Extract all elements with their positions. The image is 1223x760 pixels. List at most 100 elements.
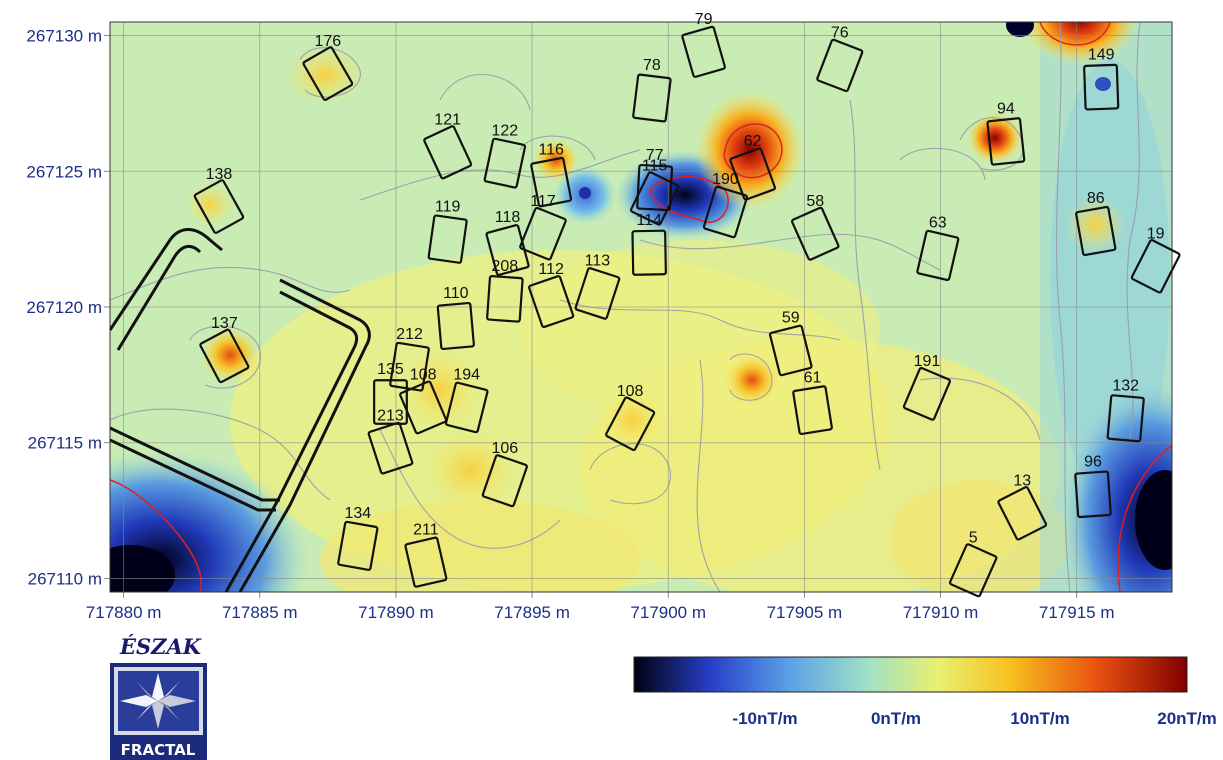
- compass-star-icon: [120, 673, 196, 729]
- y-tick-label: 267110 m: [28, 569, 102, 588]
- feature-outline: [193, 179, 245, 234]
- y-tick-label: 267130 m: [26, 27, 102, 46]
- x-tick-label: 717915 m: [1039, 603, 1115, 622]
- feature-label: 108: [410, 367, 437, 384]
- feature-label: 59: [782, 310, 800, 327]
- y-tick-label: 267120 m: [26, 298, 102, 317]
- feature-outline: [948, 543, 998, 598]
- x-tick-label: 717895 m: [494, 603, 570, 622]
- feature-label: 58: [806, 193, 824, 210]
- x-axis-tick-labels: 717880 m 717885 m 717890 m 717895 m 717900 m…: [86, 603, 1115, 622]
- feature-label: 212: [396, 326, 423, 343]
- feature-outlines: [193, 25, 1181, 598]
- feature-label: 94: [997, 101, 1015, 118]
- x-tick-label: 717900 m: [630, 603, 706, 622]
- logo-top-text: ÉSZAK: [119, 634, 202, 659]
- feature-label: 137: [211, 315, 238, 332]
- x-tick-label: 717890 m: [358, 603, 434, 622]
- feature-label: 79: [695, 11, 713, 28]
- feature-label: 115: [642, 158, 668, 175]
- feature-outline: [1074, 470, 1112, 519]
- feature-outline: [373, 379, 408, 425]
- feature-outline: [423, 125, 473, 180]
- feature-label: 211: [413, 521, 439, 538]
- feature-outline: [337, 520, 379, 571]
- feature-label: 63: [929, 215, 947, 232]
- x-tick-label: 717885 m: [222, 603, 298, 622]
- feature-outline: [302, 46, 354, 101]
- feature-label: 119: [435, 198, 461, 215]
- feature-label: 122: [491, 122, 518, 139]
- feature-label: 62: [744, 133, 762, 150]
- x-tick-label: 717910 m: [903, 603, 979, 622]
- feature-outline: [997, 486, 1048, 541]
- feature-label: 112: [538, 261, 564, 278]
- feature-label: 78: [643, 57, 661, 74]
- feature-label: 121: [434, 112, 461, 129]
- feature-outline: [1075, 205, 1117, 257]
- feature-outline: [986, 117, 1026, 166]
- feature-label: 96: [1084, 454, 1102, 471]
- feature-label: 106: [491, 440, 518, 457]
- y-tick-label: 267115 m: [28, 434, 102, 453]
- feature-outline: [1106, 394, 1145, 443]
- feature-label: 13: [1013, 473, 1031, 490]
- feature-label: 113: [585, 253, 611, 270]
- feature-label: 110: [443, 285, 469, 302]
- feature-label: 208: [491, 258, 518, 275]
- color-scale-legend: -10nT/m 0nT/m 10nT/m 20nT/m: [633, 656, 1217, 728]
- feature-label: 108: [617, 383, 644, 400]
- feature-outline: [404, 536, 448, 588]
- feature-outline: [444, 381, 489, 434]
- feature-label: 19: [1147, 226, 1165, 243]
- feature-outline: [768, 324, 813, 377]
- feature-outline: [483, 137, 527, 189]
- feature-label: 76: [831, 25, 849, 42]
- anomaly-field: [110, 22, 1172, 592]
- feature-outline: [791, 206, 840, 261]
- feature-outline: [399, 380, 448, 435]
- feature-outline: [729, 147, 776, 201]
- map-gridlines: [104, 22, 1172, 598]
- feature-label: 190: [712, 171, 739, 188]
- feature-outline: [199, 328, 250, 384]
- logo-bottom-text: FRACTAL: [121, 741, 196, 759]
- feature-outline: [636, 163, 674, 212]
- feature-outline: [528, 275, 575, 329]
- color-scale-label: 0nT/m: [871, 709, 921, 728]
- feature-outline: [631, 229, 667, 276]
- y-axis-tick-labels: 267130 m 267125 m 267120 m 267115 m 267110 m: [26, 27, 102, 589]
- feature-label: 77: [646, 147, 664, 164]
- feature-outline: [436, 301, 475, 351]
- feature-outline: [486, 275, 524, 323]
- feature-outline: [519, 206, 567, 261]
- feature-outline: [632, 73, 672, 123]
- feature-outline: [1130, 239, 1181, 294]
- feature-label: 116: [538, 141, 564, 158]
- feature-outline: [481, 454, 528, 508]
- feature-label: 191: [914, 353, 941, 370]
- feature-label: 138: [206, 166, 233, 183]
- x-tick-label: 717905 m: [767, 603, 843, 622]
- feature-outline: [916, 229, 960, 282]
- color-scale-label: -10nT/m: [732, 709, 797, 728]
- feature-label: 5: [969, 530, 978, 547]
- x-tick-label: 717880 m: [86, 603, 162, 622]
- feature-label: 61: [804, 369, 822, 386]
- color-scale-label: 20nT/m: [1157, 709, 1217, 728]
- feature-label: 134: [344, 505, 371, 522]
- fractal-logo: ÉSZAK FRACTAL: [110, 634, 207, 760]
- color-scale-bar: [633, 656, 1188, 693]
- feature-outline: [367, 421, 414, 475]
- feature-label: 135: [377, 361, 404, 378]
- feature-outline: [427, 214, 468, 264]
- feature-label: 86: [1087, 190, 1105, 207]
- feature-label: 213: [377, 407, 404, 424]
- feature-label: 117: [530, 193, 556, 210]
- feature-outline: [530, 156, 573, 208]
- feature-outline: [1083, 63, 1120, 111]
- feature-outline: [485, 224, 530, 276]
- y-tick-label: 267125 m: [26, 162, 102, 181]
